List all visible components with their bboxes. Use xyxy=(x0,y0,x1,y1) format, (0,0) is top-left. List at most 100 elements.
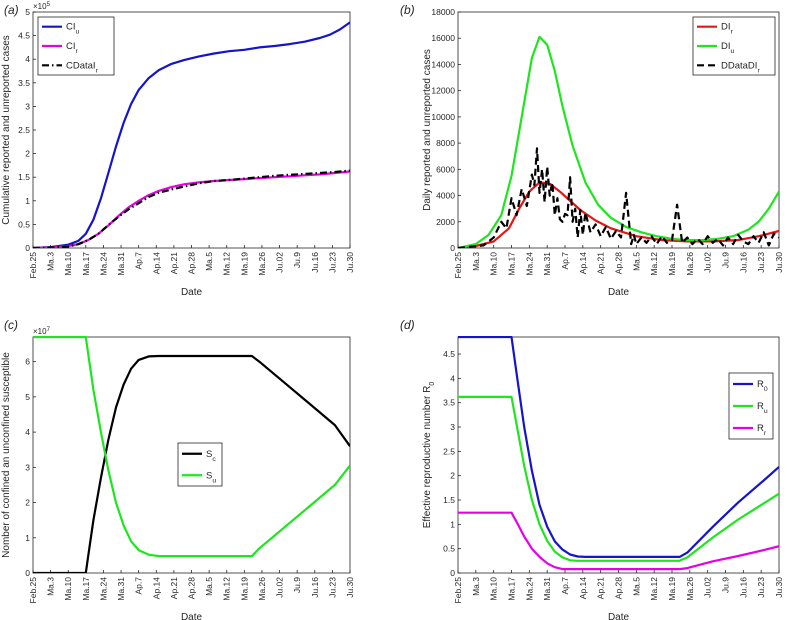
chart-panel-a: (a) 0 0.5 1 1.5 2 2.5 3 3.5 4 4.5 5 Feb.25 Ma.3 Ma.10 M… xyxy=(1,2,355,298)
x-tick-label: Ma.5 xyxy=(204,252,214,271)
x-tick-label: Ma.31 xyxy=(542,252,552,276)
series-line-di-r xyxy=(458,181,779,248)
y-tick-label: 5 xyxy=(25,7,30,17)
x-tick-label: Ma.12 xyxy=(649,252,659,276)
y-tick-label: 1 xyxy=(25,196,30,206)
x-tick-label: Ap.14 xyxy=(578,252,588,274)
y-tick-label: 2 xyxy=(450,471,455,481)
x-axis-label: Date xyxy=(181,612,203,620)
y-tick-label: 0 xyxy=(450,568,455,578)
x-tick-label: Ma.24 xyxy=(524,577,534,601)
y-tick-label: 6 xyxy=(25,357,30,367)
y-tick-label: 4.5 xyxy=(443,349,455,359)
x-tick-label: Ma.10 xyxy=(63,577,73,601)
legend-entry: CDataIr xyxy=(66,60,99,74)
y-tick-label: 0 xyxy=(25,243,30,253)
y-tick-label: 3 xyxy=(450,422,455,432)
x-tick-label: Ap.14 xyxy=(151,577,161,599)
x-tick-label: Ma.10 xyxy=(489,577,499,601)
x-tick-label: Ma.3 xyxy=(46,577,56,596)
plot-area xyxy=(457,336,780,574)
x-tick-label: Ap.21 xyxy=(596,252,606,274)
legend: R0 Ru Rr xyxy=(728,372,774,440)
x-tick-label: Feb.25 xyxy=(28,252,38,279)
legend-entry: Sc xyxy=(206,449,216,463)
x-tick-label: Ju.02 xyxy=(703,252,713,273)
x-tick-label: Ju.02 xyxy=(703,577,713,598)
x-tick-label: Ap.14 xyxy=(578,577,588,599)
legend-entry: CIu xyxy=(66,22,80,35)
x-tick-label: Feb.25 xyxy=(453,577,463,604)
x-tick-label: Ju.30 xyxy=(345,252,355,273)
x-axis-label: Date xyxy=(608,612,630,620)
x-tick-label: Ju.9 xyxy=(721,577,731,593)
legend-entry: R0 xyxy=(757,379,768,393)
y-tick-label: 2000 xyxy=(436,217,455,227)
panel-label: (c) xyxy=(4,318,18,332)
x-tick-label: Ju.9 xyxy=(721,252,731,268)
y-tick-label: 4000 xyxy=(436,191,455,201)
x-tick-label: Ma.26 xyxy=(685,577,695,601)
y-tick-label: 0.5 xyxy=(443,544,455,554)
y-tick-label: 2.5 xyxy=(443,446,455,456)
x-tick-label: Ap.7 xyxy=(560,577,570,595)
y-tick-label: 0.5 xyxy=(18,219,30,229)
series-line-r-0 xyxy=(458,336,779,559)
y-axis-label: Daily reported and unreported cases xyxy=(422,49,433,211)
series-line-s-u xyxy=(33,336,350,558)
x-tick-label: Ma.24 xyxy=(98,252,108,276)
x-tick-label: Ma.17 xyxy=(81,252,91,276)
y-tick-label: 3.5 xyxy=(443,398,455,408)
x-tick-label: Ma.17 xyxy=(507,577,517,601)
x-tick-label: Ju.02 xyxy=(275,252,285,273)
y-tick-label: 4 xyxy=(25,54,30,64)
y-tick-label: 6000 xyxy=(436,164,455,174)
x-tick-label: Ma.5 xyxy=(204,577,214,596)
y-exponent-label: ×105 xyxy=(33,2,51,11)
y-tick-label: 12000 xyxy=(431,86,455,96)
y-tick-label: 1.5 xyxy=(443,495,455,505)
x-tick-label: Ma.3 xyxy=(46,252,56,271)
x-tick-label: Ma.31 xyxy=(542,577,552,601)
y-tick-label: 4 xyxy=(25,427,30,437)
x-tick-label: Ju.30 xyxy=(774,577,784,598)
y-tick-label: 0 xyxy=(450,243,455,253)
x-tick-label: Ju.16 xyxy=(738,252,748,273)
x-axis-label: Date xyxy=(181,287,203,298)
x-tick-label: Ma.19 xyxy=(239,577,249,601)
x-tick-label: Ma.5 xyxy=(631,577,641,596)
x-tick-label: Ju.16 xyxy=(310,252,320,273)
series-line-ci-u xyxy=(33,21,350,248)
x-tick-label: Ap.28 xyxy=(187,577,197,599)
chart-panel-b: (b) 0 2000 4000 6000 8000 10000 12000 14000 16000… xyxy=(400,3,784,298)
x-tick-label: Ap.14 xyxy=(151,252,161,274)
legend-entry: Rr xyxy=(757,423,767,437)
plot-area xyxy=(32,336,351,574)
panel-label: (d) xyxy=(400,318,415,332)
series-line-ddatadi-r xyxy=(458,147,779,248)
legend-entry: DIu xyxy=(721,41,735,55)
legend-entry: DDataDIr xyxy=(721,60,760,74)
x-tick-label: Ma.10 xyxy=(63,252,73,276)
y-tick-label: 16000 xyxy=(431,33,455,43)
x-tick-label: Ap.28 xyxy=(614,577,624,599)
x-tick-label: Ma.26 xyxy=(257,577,267,601)
x-tick-label: Ju.23 xyxy=(756,252,766,273)
legend-entry: DIr xyxy=(721,22,734,35)
legend: DIr DIu DDataDIr xyxy=(692,16,776,76)
series-line-r-r xyxy=(458,511,779,571)
x-tick-label: Ma.24 xyxy=(98,577,108,601)
x-tick-label: Ma.31 xyxy=(116,577,126,601)
y-axis-label: Nomber of confined an unconfined suscept… xyxy=(1,352,12,558)
x-tick-label: Ap.21 xyxy=(169,577,179,599)
x-tick-label: Ma.5 xyxy=(631,252,641,271)
panel-label: (a) xyxy=(4,3,19,17)
x-tick-label: Ma.24 xyxy=(524,252,534,276)
x-tick-label: Ap.28 xyxy=(187,252,197,274)
x-tick-label: Ap.7 xyxy=(560,252,570,270)
legend-entry: CIr xyxy=(66,41,79,55)
y-tick-label: 10000 xyxy=(431,112,455,122)
series-line-s-c xyxy=(33,354,350,573)
x-tick-label: Ma.19 xyxy=(239,252,249,276)
y-tick-label: 1 xyxy=(25,533,30,543)
